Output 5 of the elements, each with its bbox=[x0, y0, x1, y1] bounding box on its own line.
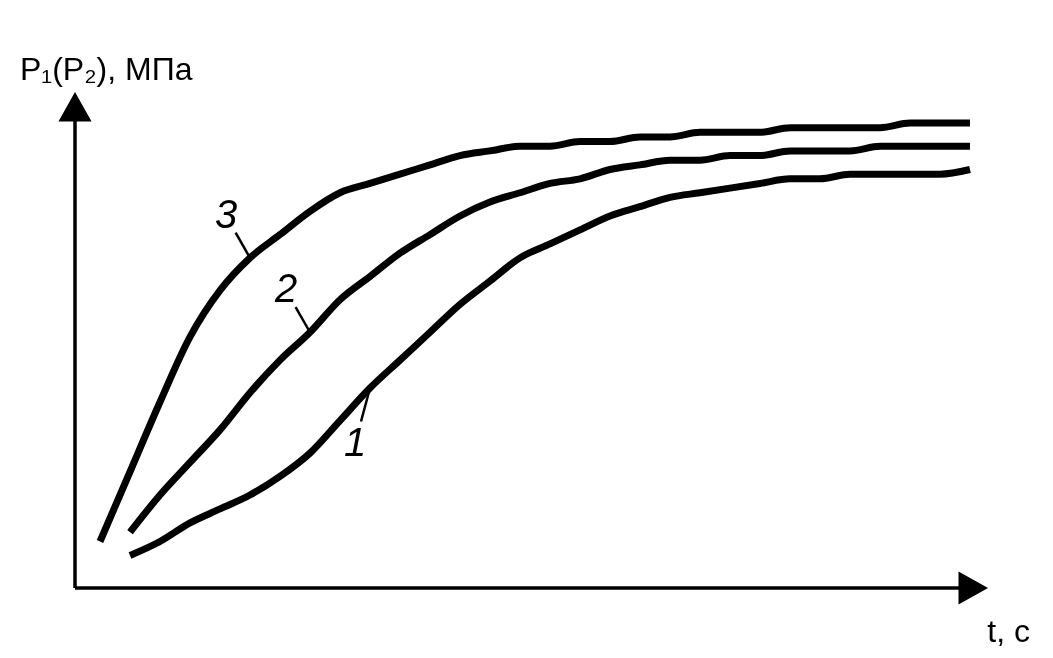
legend-label: 2 bbox=[273, 266, 298, 311]
y-axis-title: P₁(P₂), МПа bbox=[20, 51, 193, 87]
legend-label: 1 bbox=[343, 419, 367, 464]
x-axis-title: t, с bbox=[987, 613, 1030, 649]
series-label: 3 bbox=[214, 192, 238, 236]
